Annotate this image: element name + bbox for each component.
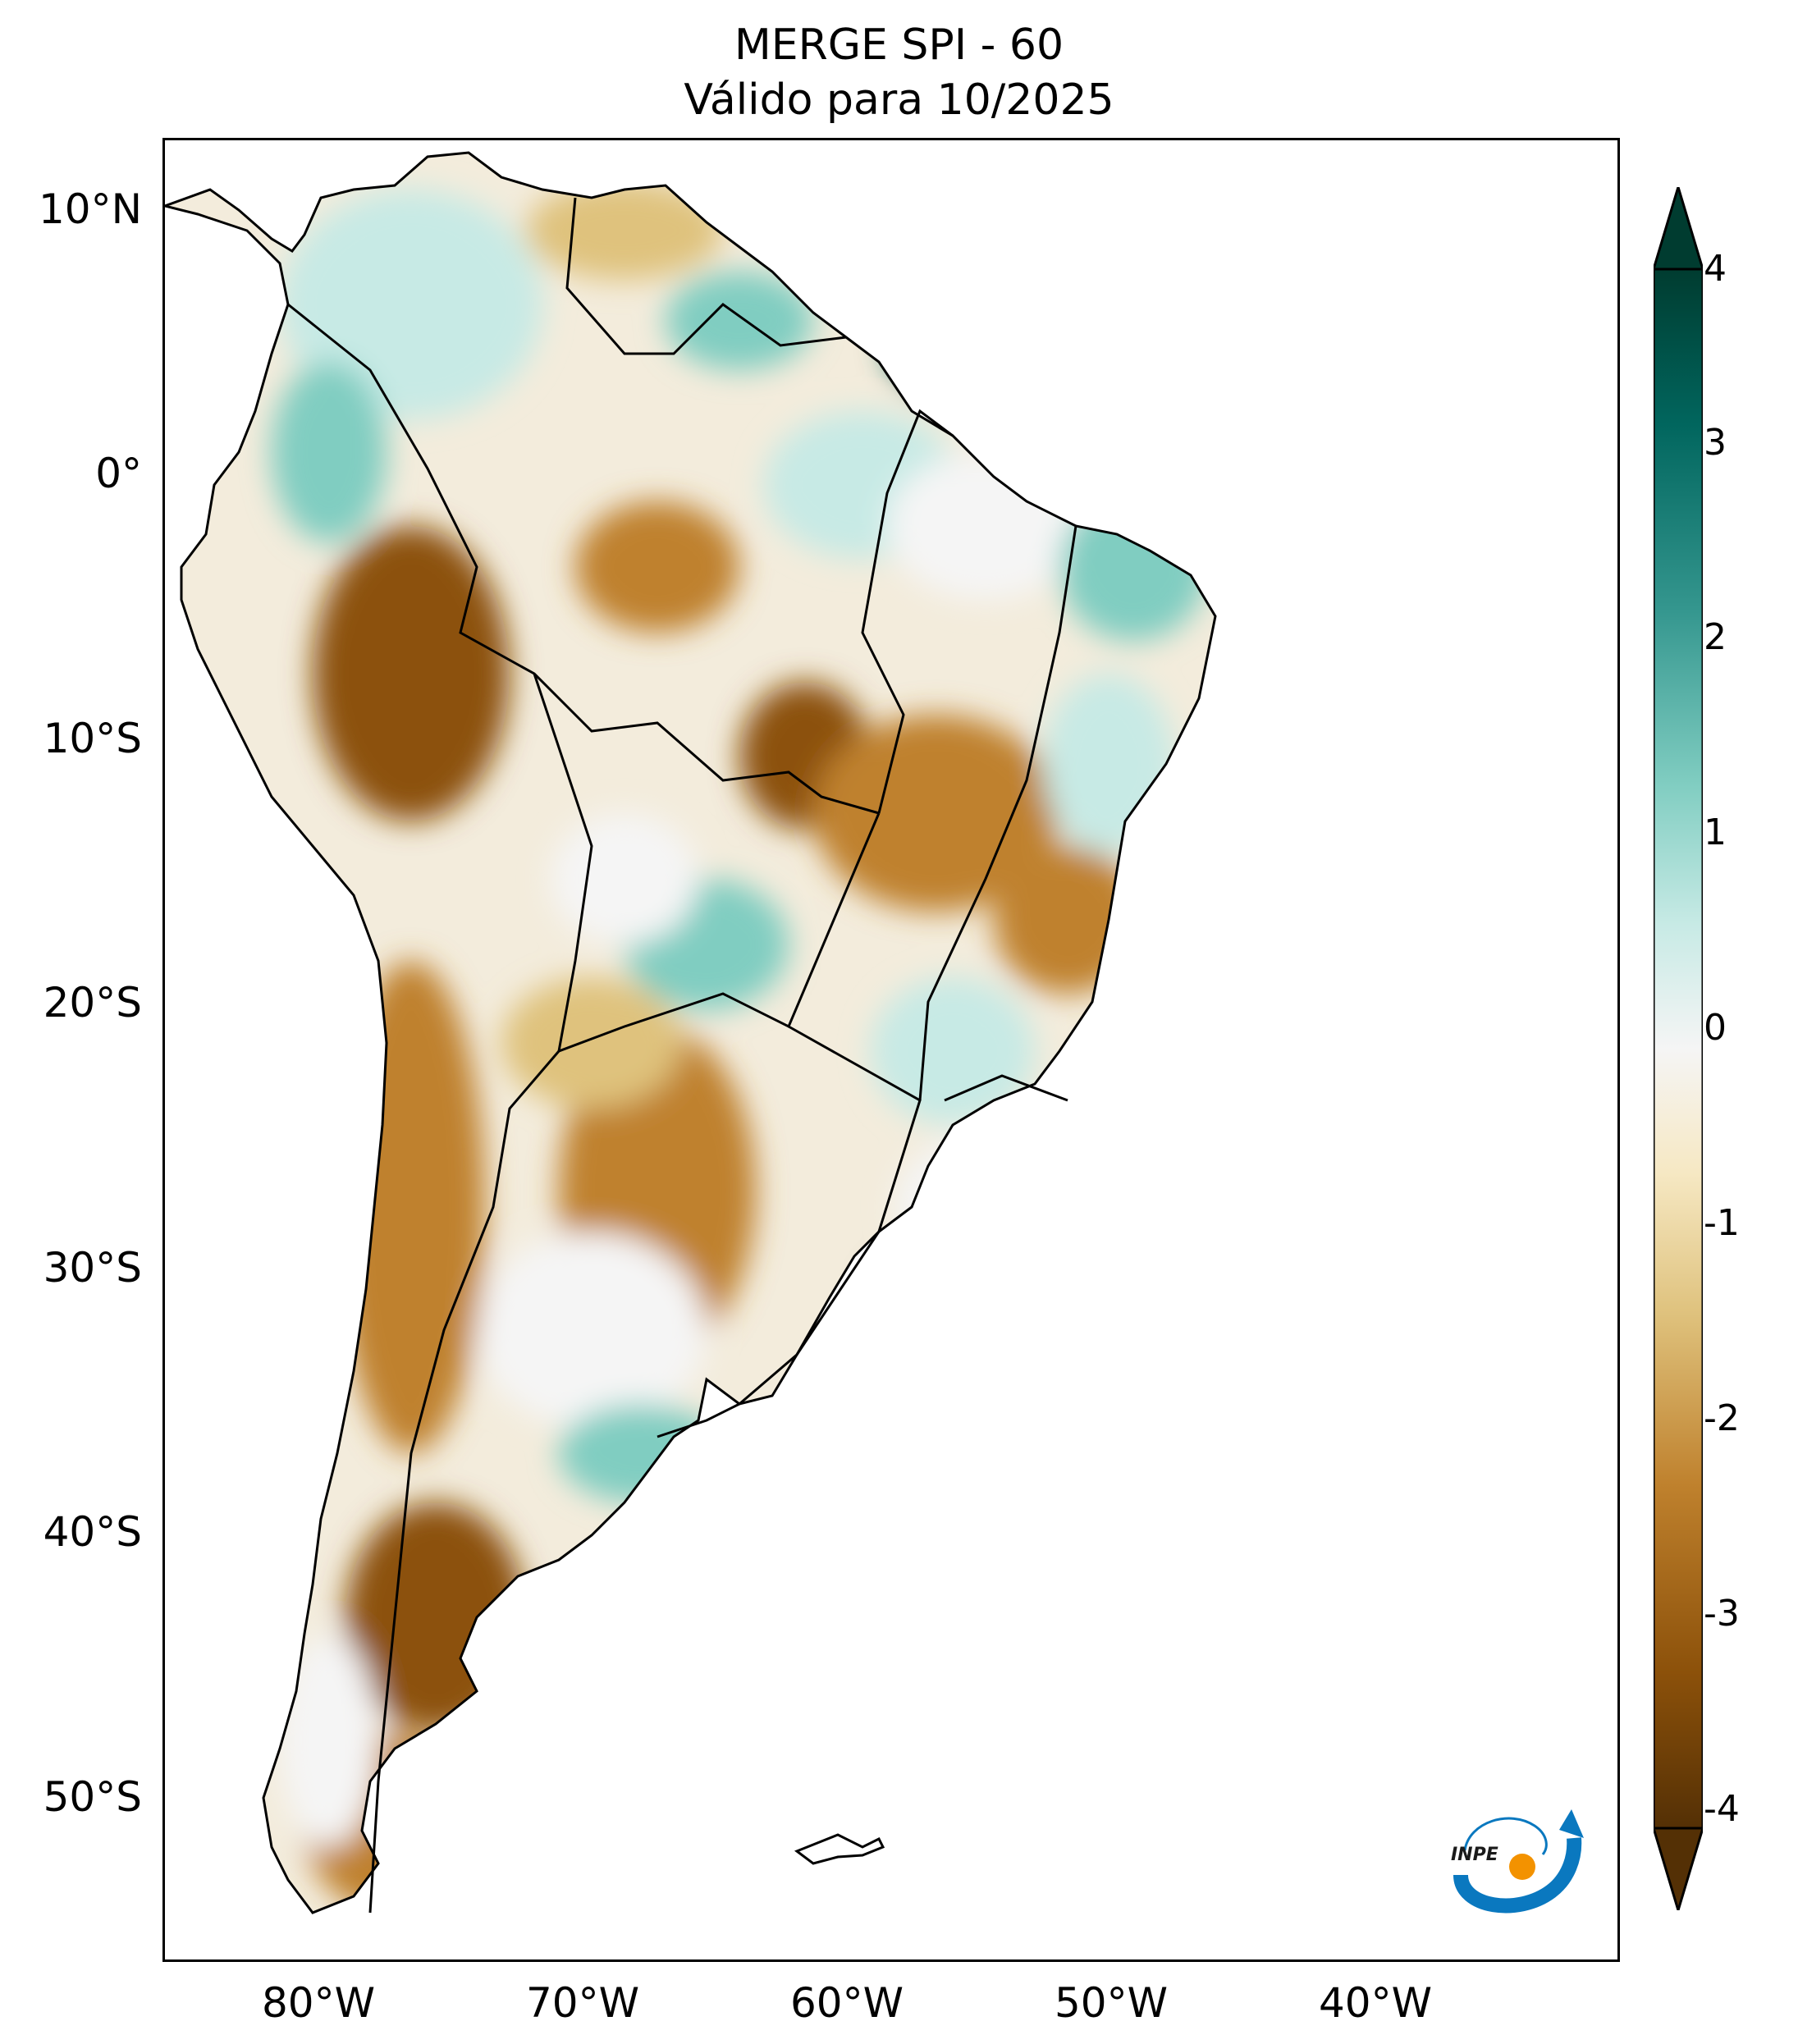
- lon-label-40w: 40°W: [1318, 1979, 1433, 2027]
- lat-label-0: 0°: [95, 450, 142, 497]
- lat-label-10s: 10°S: [43, 715, 142, 762]
- spi-field: [165, 153, 1215, 1913]
- map-title: MERGE SPI - 60: [734, 21, 1064, 70]
- country-borders: [287, 197, 1077, 1914]
- lat-label-40s: 40°S: [43, 1508, 142, 1556]
- map-subtitle: Válido para 10/2025: [684, 75, 1114, 125]
- falkland-islands: [794, 1833, 885, 1865]
- colorbar-label-1: 1: [1704, 812, 1727, 853]
- colorbar-label-minus2: -2: [1704, 1397, 1740, 1439]
- lat-label-20s: 20°S: [43, 979, 142, 1027]
- colorbar: [1654, 187, 1703, 1910]
- lat-label-50s: 50°S: [43, 1773, 142, 1821]
- map-frame: [162, 138, 1620, 1962]
- lat-label-10n: 10°N: [38, 185, 142, 233]
- colorbar-label-4: 4: [1704, 248, 1727, 290]
- lon-label-80w: 80°W: [261, 1979, 376, 2027]
- colorbar-label-minus1: -1: [1704, 1202, 1740, 1244]
- colorbar-label-2: 2: [1704, 616, 1727, 658]
- lat-label-30s: 30°S: [43, 1244, 142, 1292]
- lon-label-60w: 60°W: [789, 1979, 904, 2027]
- colorbar-label-0: 0: [1704, 1007, 1727, 1049]
- colorbar-label-minus3: -3: [1704, 1593, 1740, 1635]
- lon-label-70w: 70°W: [525, 1979, 640, 2027]
- colorbar-label-minus4: -4: [1704, 1788, 1740, 1830]
- inpe-logo: INPE: [1451, 1809, 1584, 1914]
- colorbar-label-3: 3: [1704, 422, 1727, 464]
- lon-label-50w: 50°W: [1054, 1979, 1169, 2027]
- south-america-map: [165, 151, 1217, 1914]
- logo-text: INPE: [1451, 1845, 1498, 1865]
